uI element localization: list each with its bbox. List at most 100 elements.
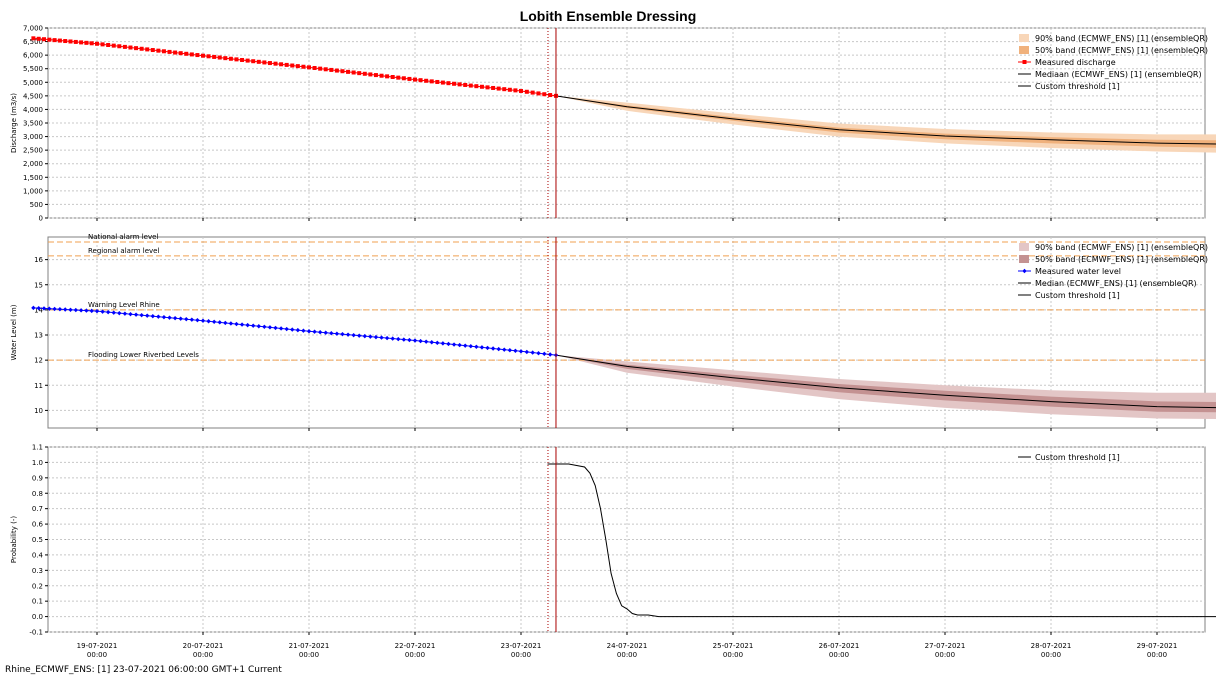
measured-point [184, 316, 189, 322]
measured-point [262, 60, 267, 65]
y-tick-label: 0.4 [32, 551, 44, 559]
measured-point [424, 78, 429, 83]
y-tick-label: 5,000 [23, 79, 43, 87]
measured-point [206, 319, 211, 324]
legend: Custom threshold [1] [1018, 453, 1120, 462]
y-tick-label: 14 [34, 306, 43, 314]
x-tick-date: 26-07-2021 [819, 642, 860, 650]
measured-point [57, 307, 63, 312]
chart-panel-3: -0.1 0.0 0.1 0.2 0.3 0.4 0.5 0.6 0.7 0.8 0.9 1.0 1.1… [10, 444, 1216, 637]
measured-point [139, 312, 144, 318]
threshold-label: Flooding Lower Riverbed Levels [88, 351, 199, 359]
measured-point [446, 81, 451, 86]
measured-point [301, 64, 306, 69]
x-tick-date: 28-07-2021 [1031, 642, 1072, 650]
measured-point [223, 56, 228, 61]
measured-point [195, 53, 200, 58]
measured-point [496, 346, 501, 352]
measured-point [524, 349, 530, 355]
measured-point [485, 345, 490, 351]
measured-point [111, 43, 116, 48]
measured-point [240, 57, 245, 62]
measured-point [47, 306, 52, 311]
y-axis-label: Water Level (m) [10, 304, 18, 360]
y-tick-label: 1.1 [32, 444, 43, 452]
measured-point [128, 311, 133, 317]
measured-point [42, 37, 46, 42]
measured-point [117, 44, 122, 49]
x-tick-time: 00:00 [87, 651, 107, 659]
measured-point [468, 344, 473, 349]
legend-entry: 90% band (ECMWF_ENS) [1] (ensembleQR) [1035, 243, 1208, 252]
y-tick-label: 0.1 [32, 598, 43, 606]
legend-entry: Custom threshold [1] [1035, 291, 1120, 300]
measured-point [542, 351, 547, 357]
measured-point [530, 350, 535, 355]
legend-entry: 50% band (ECMWF_ENS) [1] (ensembleQR) [1035, 46, 1208, 55]
measured-point [468, 83, 473, 88]
measured-point [212, 54, 217, 59]
measured-point [156, 48, 161, 53]
measured-point [52, 306, 57, 312]
measured-point [122, 311, 128, 316]
measured-point [491, 85, 496, 90]
y-axis-label: Probability (-) [10, 516, 18, 563]
median-line [555, 95, 1216, 145]
x-tick-time: 00:00 [829, 651, 849, 659]
probability-line [547, 463, 1216, 618]
chart-panel-2: 10 11 12 13 14 15 16 Water Level (m) National al… [10, 233, 1216, 431]
measured-point [234, 321, 239, 327]
x-tick-date: 25-07-2021 [713, 642, 754, 650]
measured-point [134, 46, 139, 51]
measured-point [318, 66, 323, 71]
measured-point [145, 313, 150, 318]
measured-point [267, 325, 273, 330]
legend-entry: Custom threshold [1] [1035, 453, 1120, 462]
y-tick-label: 11 [34, 382, 43, 390]
measured-point [446, 341, 451, 347]
measured-point [373, 334, 379, 340]
measured-point [290, 63, 295, 68]
measured-point [100, 309, 105, 314]
y-tick-label: 0.2 [32, 582, 43, 590]
measured-point [41, 306, 47, 311]
measured-point [145, 47, 150, 52]
measured-point [63, 39, 68, 44]
measured-point [256, 324, 261, 329]
threshold-label: National alarm level [88, 233, 158, 241]
measured-point [440, 341, 446, 346]
measured-point [36, 305, 41, 311]
measured-point [346, 69, 351, 74]
measured-point [536, 351, 541, 356]
measured-point [117, 310, 122, 316]
y-tick-label: -0.1 [29, 629, 43, 637]
measured-point [68, 307, 73, 312]
measured-point [284, 62, 289, 67]
y-tick-label: 6,000 [23, 52, 43, 60]
y-tick-label: 4,000 [23, 106, 43, 114]
x-tick-date: 21-07-2021 [289, 642, 330, 650]
measured-point [105, 309, 111, 315]
measured-point [79, 40, 84, 45]
measured-point [373, 73, 378, 78]
x-tick-date: 23-07-2021 [501, 642, 542, 650]
measured-point [251, 59, 256, 64]
measured-point [89, 41, 94, 46]
measured-point [401, 76, 406, 81]
measured-point [502, 87, 507, 92]
measured-point [201, 53, 205, 58]
measured-point [507, 348, 513, 353]
measured-point [189, 317, 195, 322]
measured-point [31, 305, 36, 311]
measured-point [463, 82, 468, 87]
measured-point [513, 88, 518, 93]
y-tick-label: 0.0 [32, 613, 43, 621]
y-tick-label: 1,000 [23, 187, 43, 195]
measured-point [195, 317, 200, 323]
measured-point [173, 50, 178, 55]
y-tick-label: 0.5 [32, 536, 43, 544]
y-tick-label: 0.7 [32, 505, 43, 513]
measured-point [362, 333, 367, 339]
measured-point [435, 79, 440, 84]
measured-point [273, 61, 278, 66]
